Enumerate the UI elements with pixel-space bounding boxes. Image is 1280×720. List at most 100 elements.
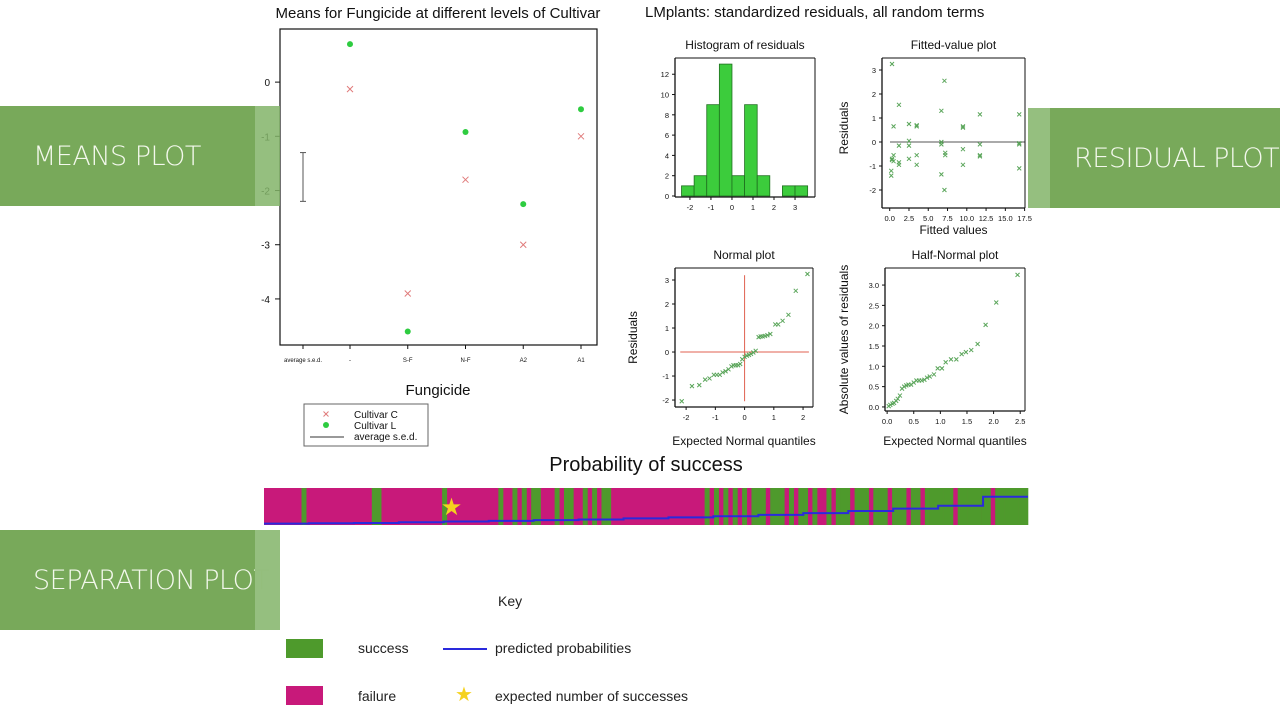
success-stripe: [878, 488, 883, 525]
x-tick-label: 15.0: [998, 214, 1013, 223]
predicted-line-swatch: [443, 648, 487, 650]
x-tick-label: 0: [742, 413, 746, 422]
y-tick-label: 12: [661, 70, 669, 79]
success-stripe: [751, 488, 757, 525]
y-tick-label: 4: [665, 151, 669, 160]
success-stripe: [704, 488, 710, 525]
residual-point: [977, 142, 983, 147]
cross-stroke: [943, 359, 949, 365]
x-tick-label: -1: [708, 203, 715, 212]
cross-stroke: [519, 241, 527, 249]
residual-point: [889, 61, 895, 67]
success-stripe: [1009, 488, 1015, 525]
y-tick-label: 0.0: [869, 403, 879, 412]
cross-stroke: [977, 142, 983, 147]
x-tick-label: 2: [772, 203, 776, 212]
residual-point: [943, 359, 949, 365]
residual-point: [948, 357, 954, 362]
success-stripe: [568, 488, 574, 525]
half-normal-x-label: Expected Normal quantiles: [883, 434, 1026, 448]
x-tick-label: -2: [683, 413, 690, 422]
cross-stroke: [689, 383, 695, 389]
success-label: success: [358, 640, 409, 656]
x-tick-label: A1: [577, 358, 585, 364]
success-stripe: [732, 488, 738, 525]
y-tick-label: -2: [869, 186, 876, 195]
cross-stroke: [702, 377, 708, 382]
expected-label: expected number of successes: [495, 688, 688, 704]
x-tick-label: 0: [730, 203, 734, 212]
cross-stroke: [963, 349, 969, 355]
cultivar-c-point: [577, 132, 585, 140]
cross-stroke: [924, 375, 930, 381]
y-tick-label: 0: [264, 78, 270, 89]
residual-point: [702, 377, 708, 382]
success-stripe: [999, 488, 1005, 525]
residual-point: [914, 124, 920, 129]
residual-banner-strip: [1028, 108, 1050, 208]
y-tick-label: 3.0: [869, 281, 879, 290]
x-tick-label: 1: [772, 413, 776, 422]
cross-stroke: [780, 318, 785, 324]
success-stripe: [554, 488, 560, 525]
residual-plot-banner: RESIDUAL PLOT: [1050, 108, 1280, 208]
cross-stroke: [767, 331, 773, 337]
cross-stroke: [906, 143, 912, 148]
residual-point: [765, 332, 770, 338]
success-stripe: [582, 488, 588, 525]
cross-stroke: [953, 357, 959, 362]
y-tick-label: 1: [665, 324, 669, 333]
y-tick-label: 10: [661, 91, 669, 100]
x-tick-label: 17.5: [1017, 214, 1032, 223]
histogram-title: Histogram of residuals: [685, 38, 804, 52]
cross-stroke: [1016, 112, 1022, 117]
y-tick-label: -1: [662, 372, 669, 381]
cross-stroke: [914, 162, 920, 168]
cultivar-c-point: [404, 290, 412, 297]
cross-stroke: [748, 351, 754, 357]
residual-point: [960, 146, 966, 152]
residual-point: [927, 374, 933, 379]
success-stripe: [924, 488, 930, 525]
success-stripe: [1004, 488, 1010, 525]
success-stripe: [531, 488, 537, 525]
cross-stroke: [753, 348, 759, 354]
residual-point: [919, 378, 925, 383]
cross-stroke: [968, 347, 974, 353]
means-title: Means for Fungicide at different levels …: [276, 5, 601, 22]
x-tick-label: 0.0: [882, 417, 892, 426]
x-tick-label: average s.e.d.: [284, 358, 322, 364]
y-tick-label: 2: [665, 172, 669, 181]
y-tick-label: 1.0: [869, 362, 879, 371]
cross-stroke: [889, 61, 895, 67]
residual-point: [679, 398, 685, 404]
x-tick-label: 12.5: [979, 214, 994, 223]
residual-point: [897, 393, 903, 398]
y-tick-label: 0: [665, 348, 669, 357]
cross-stroke: [462, 176, 469, 184]
cross-stroke: [1016, 140, 1022, 146]
success-stripe: [863, 488, 869, 525]
suptitle: LMplants: standardized residuals, all ra…: [645, 4, 985, 21]
y-tick-label: 3: [872, 66, 876, 75]
histogram-bar: [718, 63, 733, 197]
success-stripe: [1013, 488, 1019, 525]
cultivar-c-point: [346, 85, 354, 93]
success-stripe: [779, 488, 785, 525]
histogram-bar: [744, 104, 758, 197]
success-stripe: [892, 488, 898, 525]
residual-point: [689, 383, 695, 389]
success-stripe: [760, 488, 766, 525]
success-stripe: [442, 488, 448, 525]
residual-point: [895, 396, 901, 402]
success-stripe: [798, 488, 804, 525]
x-tick-label: 2.5: [904, 214, 914, 223]
cross-stroke: [679, 398, 685, 404]
residual-point: [977, 112, 983, 117]
success-stripe: [859, 488, 865, 525]
histogram-bar: [693, 175, 708, 197]
residual-point: [748, 351, 754, 357]
residual-point: [914, 122, 920, 128]
residual-point: [767, 331, 773, 337]
cross-stroke: [959, 351, 965, 357]
